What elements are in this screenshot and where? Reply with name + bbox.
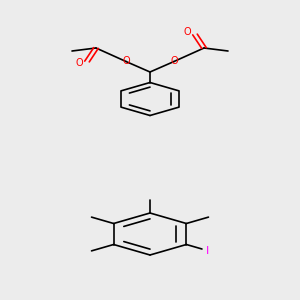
Text: O: O xyxy=(170,56,178,67)
Text: O: O xyxy=(76,58,83,68)
Text: O: O xyxy=(122,56,130,67)
Text: O: O xyxy=(184,27,191,37)
Text: I: I xyxy=(206,246,209,256)
